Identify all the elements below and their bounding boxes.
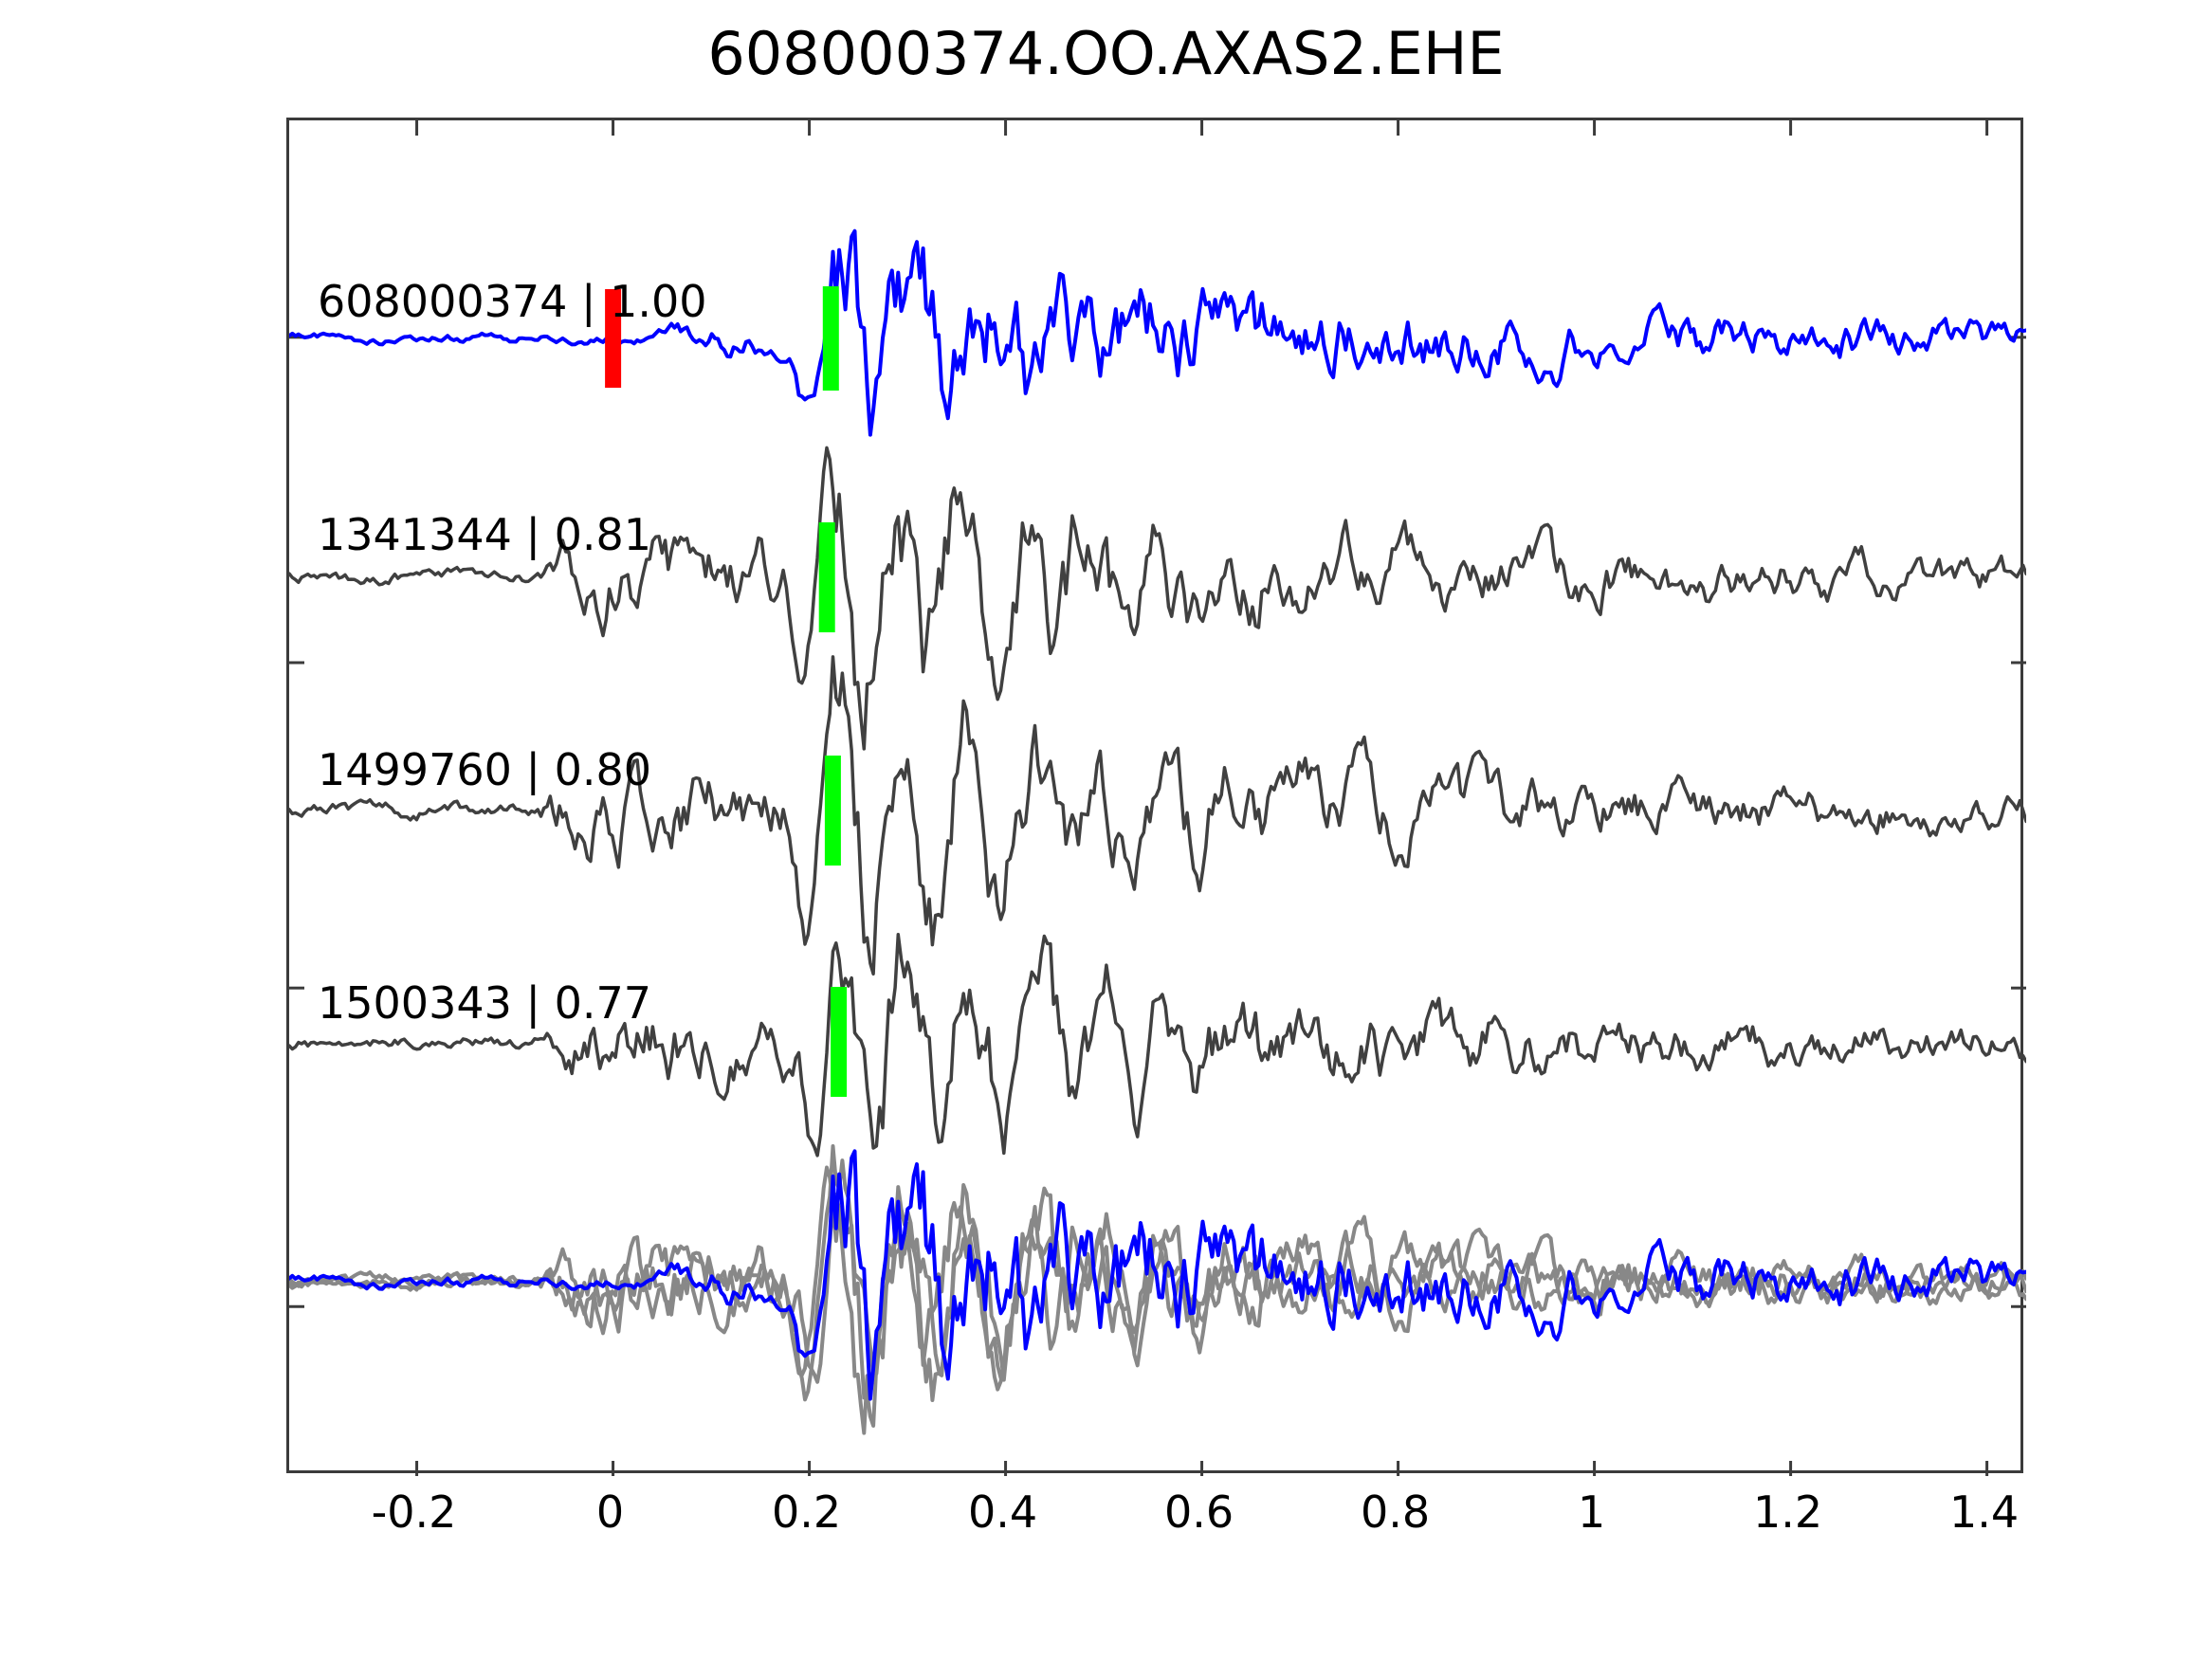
trace-label-1500343: 1500343 | 0.77 [318, 977, 652, 1029]
x-tick-label: 1.4 [1949, 1486, 2020, 1538]
waveform-line [289, 1149, 2026, 1401]
x-tick-label: 0.2 [771, 1486, 842, 1538]
figure-title: 608000374.OO.AXAS2.EHE [707, 19, 1505, 88]
s-pick-marker [822, 286, 839, 391]
plot-axes: 608000374 | 1.00 1341344 | 0.81 1499760 … [286, 118, 2026, 1476]
waveform-line [289, 228, 2026, 437]
x-tick-label: 0 [595, 1486, 625, 1538]
x-tick-label: 0.4 [967, 1486, 1038, 1538]
s-pick-marker [818, 522, 835, 632]
waveform-line [289, 933, 2026, 1158]
x-axis-tick-labels: -0.2 0 0.2 0.4 0.6 0.8 1 1.2 1.4 [286, 1490, 2023, 1557]
waveform-line [289, 655, 2026, 976]
p-pick-marker [605, 289, 622, 388]
x-tick-label: 1 [1577, 1486, 1606, 1538]
waveform-line [289, 446, 2026, 751]
s-pick-marker [824, 756, 841, 866]
trace-label-608000374: 608000374 | 1.00 [318, 276, 707, 327]
waveform-canvas [289, 120, 2026, 1476]
s-pick-marker [831, 987, 848, 1097]
x-tick-label: 0.6 [1163, 1486, 1234, 1538]
waveform-traces [289, 228, 2026, 1435]
x-tick-label: 0.8 [1361, 1486, 1431, 1538]
trace-label-1341344: 1341344 | 0.81 [318, 509, 652, 560]
axis-ticks [289, 120, 2026, 1476]
trace-label-1499760: 1499760 | 0.80 [318, 744, 652, 795]
x-tick-label: 1.2 [1753, 1486, 1823, 1538]
x-tick-label: -0.2 [371, 1486, 457, 1538]
pick-markers [605, 286, 848, 1097]
